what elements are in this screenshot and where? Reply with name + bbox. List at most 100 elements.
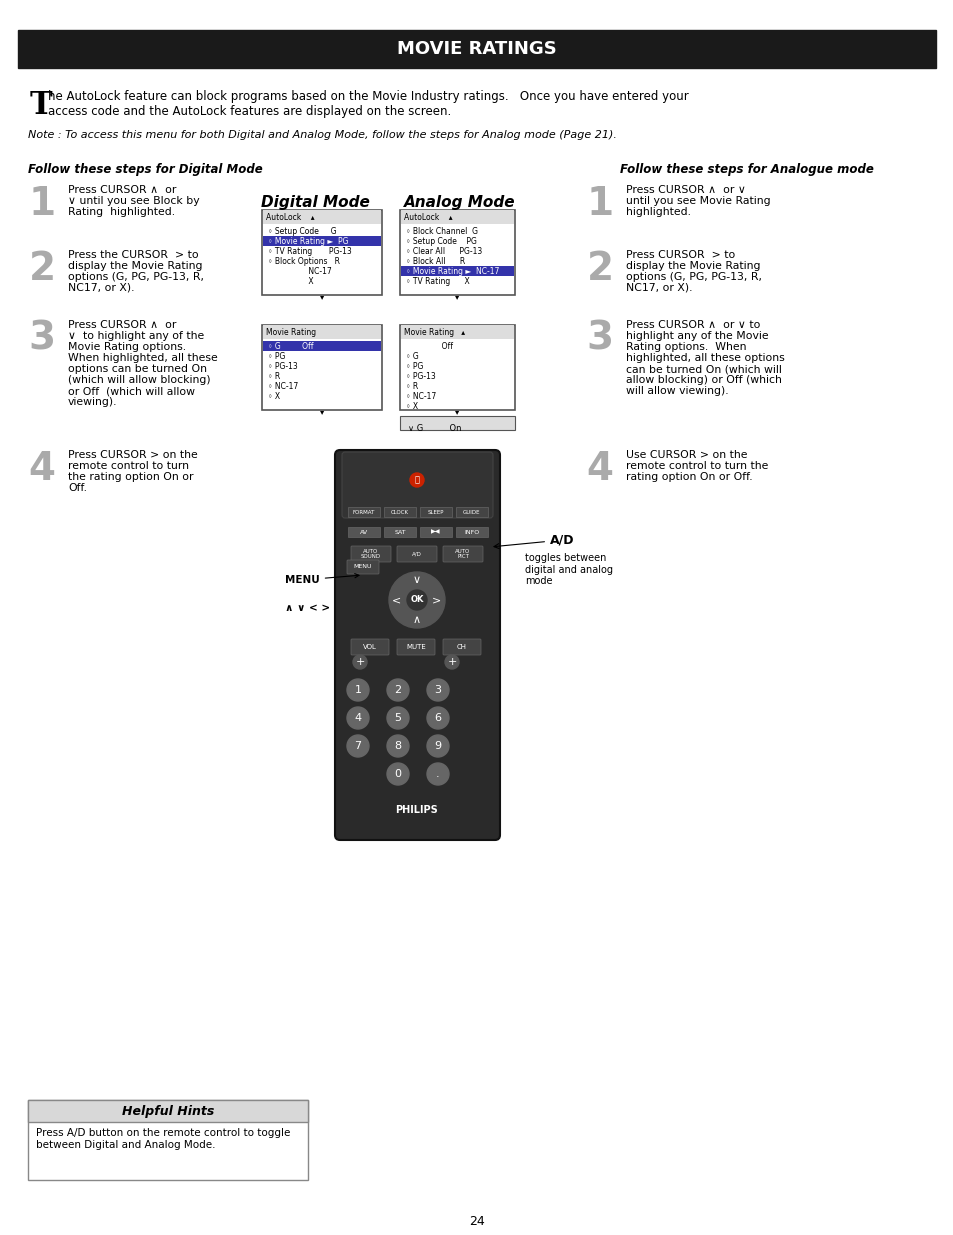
Bar — [28, 1100, 308, 1179]
Text: or Off  (which will allow: or Off (which will allow — [68, 387, 194, 396]
Text: OK: OK — [410, 595, 423, 604]
Text: PHILIPS: PHILIPS — [395, 805, 438, 815]
Text: 6: 6 — [434, 713, 441, 722]
FancyBboxPatch shape — [396, 546, 436, 562]
Bar — [456, 527, 488, 537]
Bar — [384, 527, 416, 537]
Circle shape — [427, 763, 449, 785]
Text: FORMAT: FORMAT — [353, 510, 375, 515]
Text: AutoLock    ▴: AutoLock ▴ — [266, 212, 314, 222]
Circle shape — [387, 763, 409, 785]
Circle shape — [427, 706, 449, 729]
Text: highlighted.: highlighted. — [625, 207, 690, 217]
Text: ▾: ▾ — [455, 408, 458, 416]
Bar — [263, 325, 380, 338]
FancyBboxPatch shape — [396, 638, 435, 655]
Bar — [262, 210, 381, 295]
Text: Press CURSOR ∧  or: Press CURSOR ∧ or — [68, 185, 176, 195]
Text: ◦ Block Options   R: ◦ Block Options R — [268, 257, 339, 266]
Text: ▾: ▾ — [319, 408, 324, 416]
Text: rating option On or Off.: rating option On or Off. — [625, 472, 752, 482]
Text: remote control to turn: remote control to turn — [68, 461, 189, 471]
Text: ▾: ▾ — [319, 291, 324, 301]
Text: NC17, or X).: NC17, or X). — [68, 283, 134, 293]
Circle shape — [387, 706, 409, 729]
Bar — [348, 527, 379, 537]
Text: 3: 3 — [29, 320, 55, 358]
Text: 4: 4 — [355, 713, 361, 722]
Text: Press the CURSOR  > to: Press the CURSOR > to — [68, 249, 198, 261]
Text: 1: 1 — [29, 185, 55, 224]
Text: Follow these steps for Digital Mode: Follow these steps for Digital Mode — [28, 163, 262, 177]
Text: ◦ Block All      R: ◦ Block All R — [406, 257, 465, 266]
Text: ◦ R: ◦ R — [406, 382, 417, 391]
Text: Digital Mode: Digital Mode — [260, 195, 369, 210]
Text: display the Movie Rating: display the Movie Rating — [68, 261, 202, 270]
FancyBboxPatch shape — [335, 450, 499, 840]
Text: AUTO
PICT: AUTO PICT — [455, 548, 470, 559]
Text: NC17, or X).: NC17, or X). — [625, 283, 692, 293]
Text: ◦ Setup Code     G: ◦ Setup Code G — [268, 227, 336, 236]
Circle shape — [387, 735, 409, 757]
Text: VOL: VOL — [363, 643, 376, 650]
Text: Movie Rating options.: Movie Rating options. — [68, 342, 186, 352]
Text: <: < — [392, 595, 401, 605]
Text: 4: 4 — [586, 450, 613, 488]
Text: AUTO
SOUND: AUTO SOUND — [360, 548, 380, 559]
Text: ∨: ∨ — [413, 576, 420, 585]
Bar — [263, 341, 380, 351]
Text: CH: CH — [456, 643, 467, 650]
Text: Movie Rating   ▴: Movie Rating ▴ — [403, 329, 465, 337]
Text: A/D: A/D — [494, 534, 574, 548]
Text: viewing).: viewing). — [68, 396, 117, 408]
Bar — [28, 1100, 308, 1123]
Text: will allow viewing).: will allow viewing). — [625, 387, 728, 396]
Text: toggles between
digital and analog
mode: toggles between digital and analog mode — [524, 553, 613, 587]
Text: CLOCK: CLOCK — [391, 510, 409, 515]
Text: highlighted, all these options: highlighted, all these options — [625, 353, 784, 363]
Text: ∨  to highlight any of the: ∨ to highlight any of the — [68, 331, 204, 341]
Text: ∨ G          On: ∨ G On — [408, 424, 461, 433]
Text: Note : To access this menu for both Digital and Analog Mode, follow the steps fo: Note : To access this menu for both Digi… — [28, 130, 617, 140]
Bar — [348, 508, 379, 517]
Bar — [263, 236, 380, 246]
Text: ◦ PG-13: ◦ PG-13 — [268, 362, 297, 370]
Bar — [400, 325, 514, 338]
Text: +: + — [355, 657, 364, 667]
Text: ◦ X: ◦ X — [406, 403, 417, 411]
Text: display the Movie Rating: display the Movie Rating — [625, 261, 760, 270]
Text: ◦ NC-17: ◦ NC-17 — [406, 391, 436, 401]
Circle shape — [347, 679, 369, 701]
Text: Press CURSOR ∧  or ∨: Press CURSOR ∧ or ∨ — [625, 185, 745, 195]
Circle shape — [389, 572, 444, 629]
Text: ▾: ▾ — [455, 291, 458, 301]
Text: Rating  highlighted.: Rating highlighted. — [68, 207, 175, 217]
Text: ∧: ∧ — [413, 615, 420, 625]
Circle shape — [387, 679, 409, 701]
Text: options (G, PG, PG-13, R,: options (G, PG, PG-13, R, — [625, 272, 761, 282]
Text: ◦ PG: ◦ PG — [268, 352, 285, 361]
Text: Off: Off — [406, 342, 453, 351]
Text: INFO: INFO — [464, 530, 479, 535]
Text: Rating options.  When: Rating options. When — [625, 342, 745, 352]
Circle shape — [427, 679, 449, 701]
Text: MENU: MENU — [285, 573, 358, 585]
Text: 4: 4 — [29, 450, 55, 488]
Text: ◦ X: ◦ X — [268, 391, 280, 401]
Text: ◦ R: ◦ R — [268, 372, 280, 382]
Text: ⏻: ⏻ — [414, 475, 419, 484]
Bar — [399, 416, 515, 430]
FancyBboxPatch shape — [351, 638, 389, 655]
Text: ◦ Movie Rating ►  PG: ◦ Movie Rating ► PG — [268, 237, 348, 246]
Text: MUTE: MUTE — [406, 643, 425, 650]
Text: ◦ Clear All      PG-13: ◦ Clear All PG-13 — [406, 247, 482, 256]
Text: +: + — [447, 657, 456, 667]
Text: ◦ TV Rating      X: ◦ TV Rating X — [406, 277, 469, 287]
Text: SLEEP: SLEEP — [427, 510, 444, 515]
Text: Press CURSOR ∧  or ∨ to: Press CURSOR ∧ or ∨ to — [625, 320, 760, 330]
Text: ◦ TV Rating       PG-13: ◦ TV Rating PG-13 — [268, 247, 352, 256]
Text: Press A/D button on the remote control to toggle
between Digital and Analog Mode: Press A/D button on the remote control t… — [36, 1128, 290, 1150]
Bar — [263, 210, 380, 224]
FancyBboxPatch shape — [351, 546, 391, 562]
Text: ∨ until you see Block by: ∨ until you see Block by — [68, 196, 199, 206]
